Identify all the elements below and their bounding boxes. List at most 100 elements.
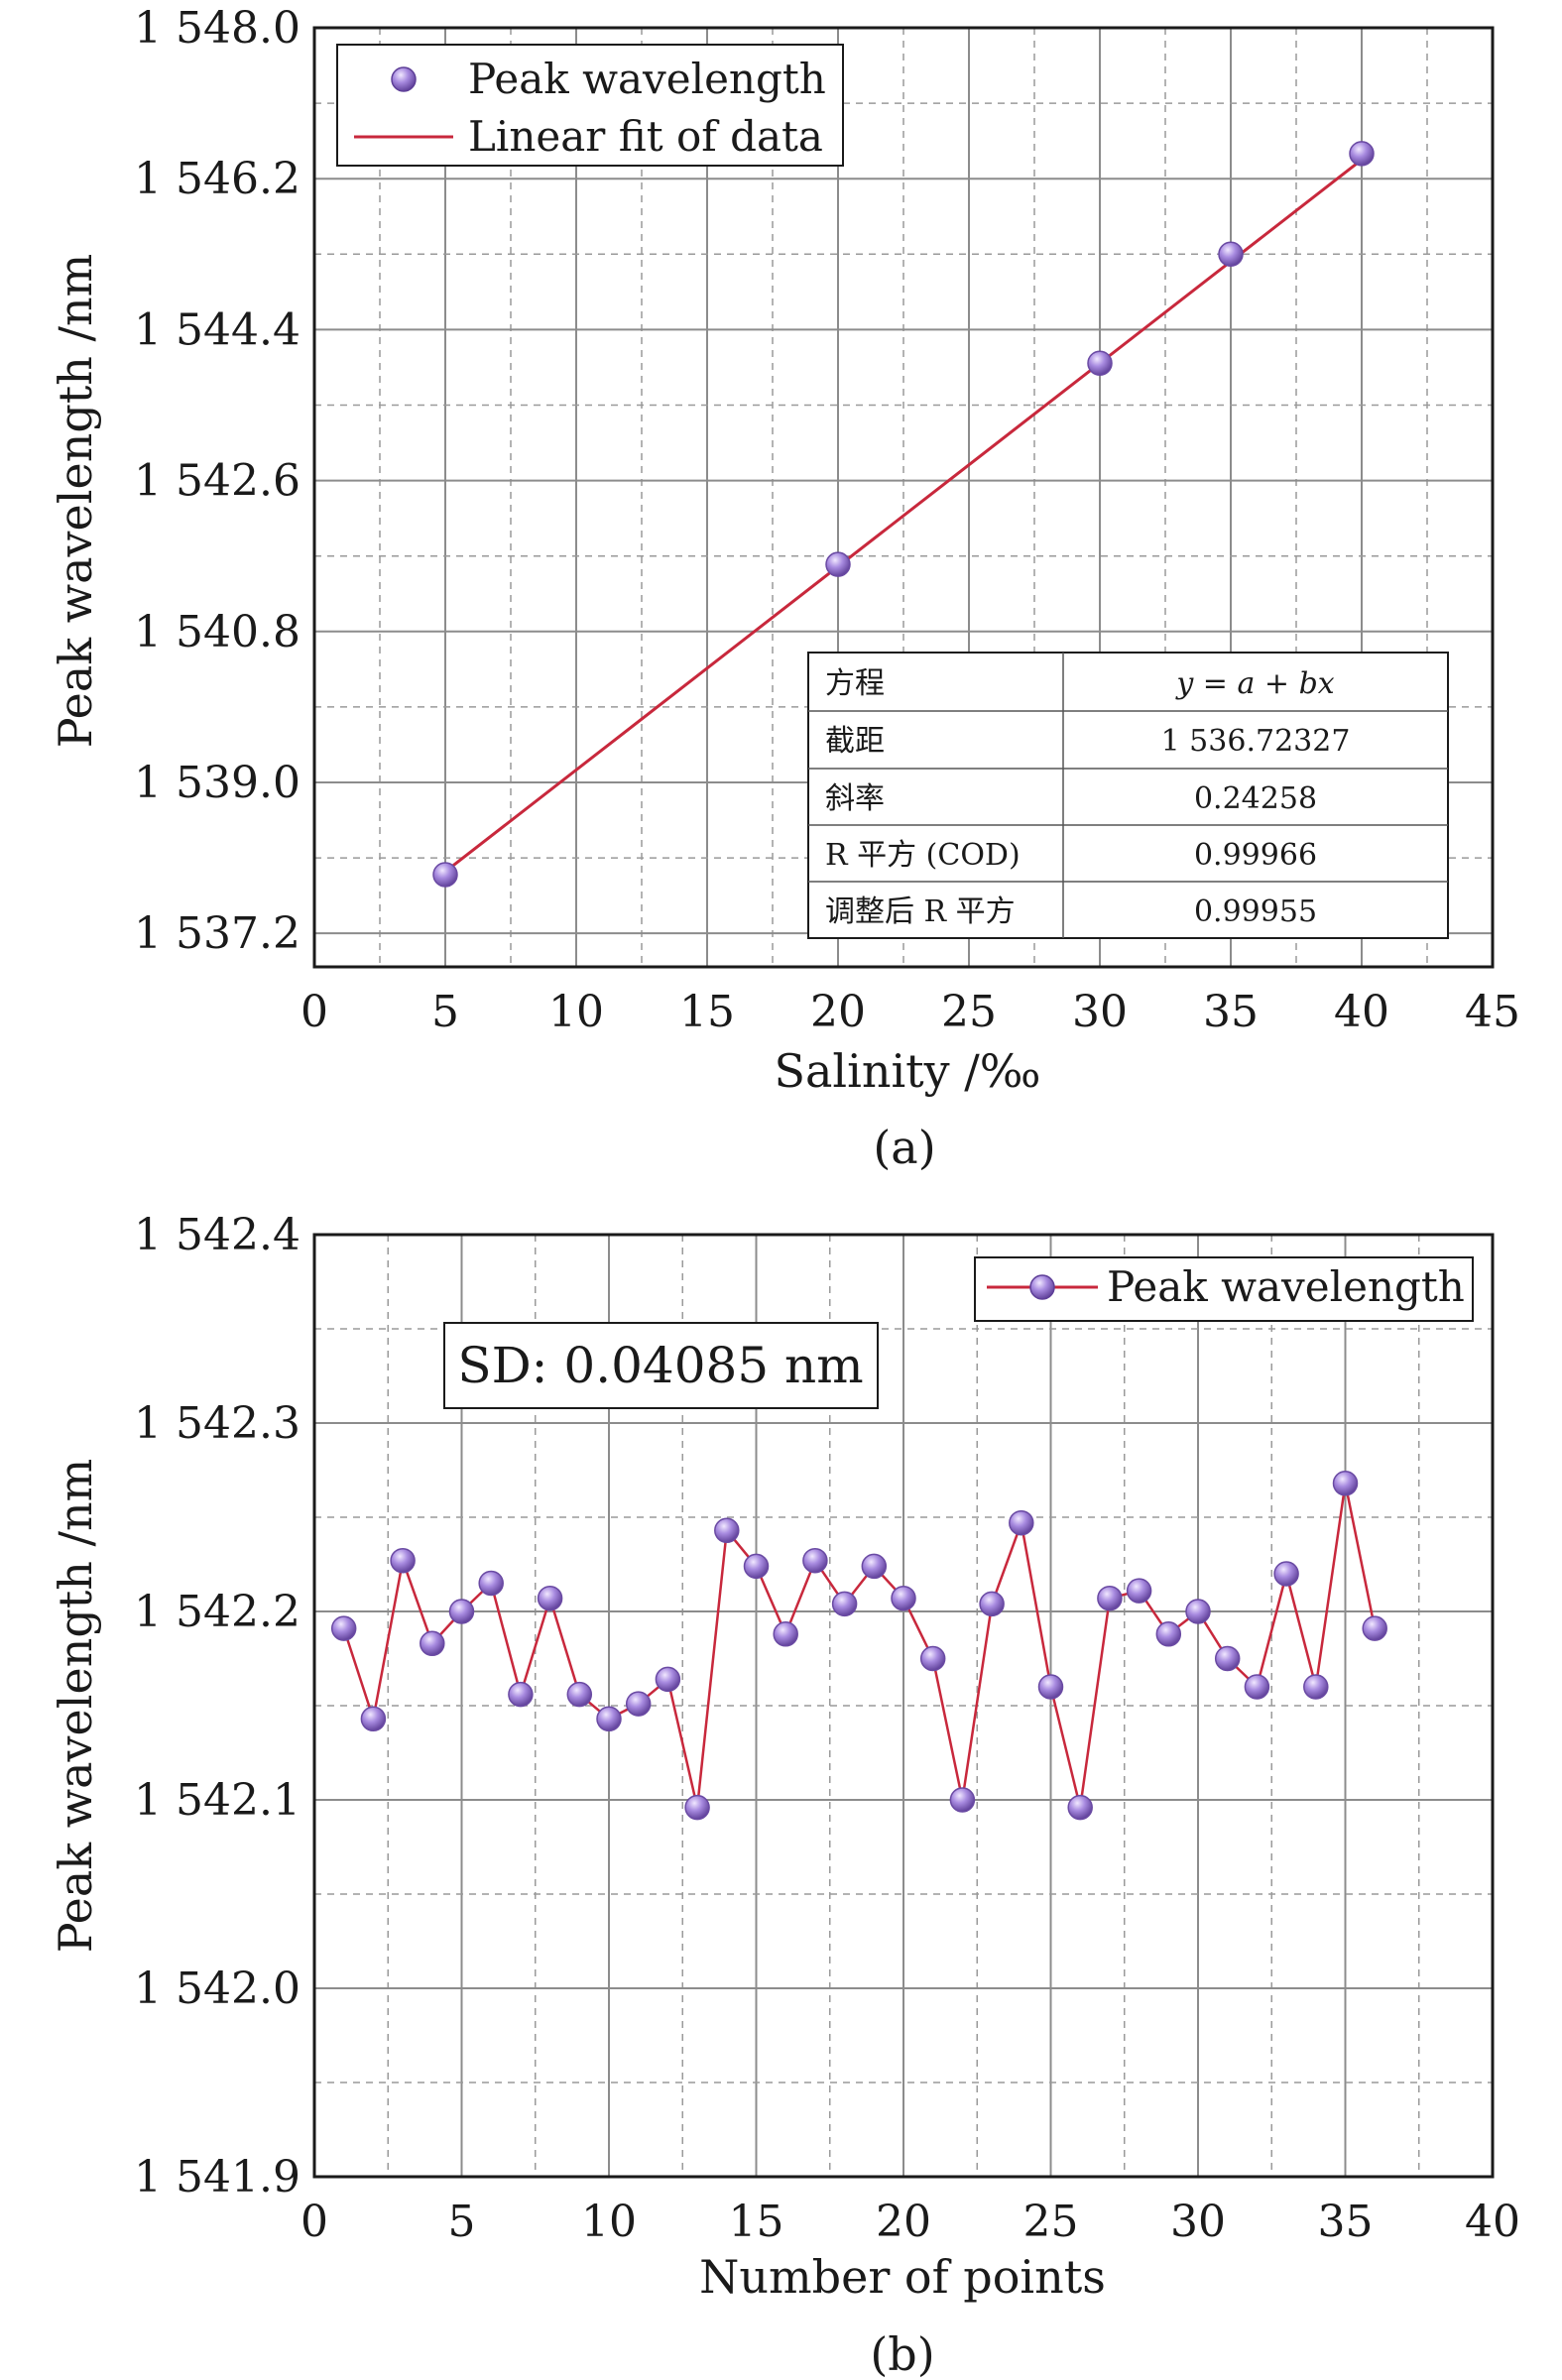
chart-b-data-point-23 [1009,1509,1034,1536]
chart-b-line-segment-6 [519,1598,551,1695]
chart-a-y-axis-title: Peak wavelength /nm [49,254,102,749]
chart-b-data-point-33 [1303,1674,1329,1700]
b-y-tick-label-2: 1 542.1 [134,1775,300,1826]
chart-b-data-point-2 [390,1547,416,1574]
b-x-tick-label-5: 25 [1023,2197,1079,2247]
chart-b-data-point-28 [1155,1621,1182,1647]
chart-b-sd-text: SD: 0.04085 nm [457,1337,863,1394]
chart-b-line-segment-12 [695,1530,729,1808]
a-x-tick-label-2: 10 [548,987,604,1037]
chart-b-plot-frame [312,1233,1495,2179]
chart-b-x-axis-title: Number of points [699,2250,1106,2304]
chart-a-legend: Peak wavelength Linear fit of data [336,44,844,167]
chart-b-legend-marker [1029,1274,1055,1300]
chart-b-line-segment-5 [489,1583,523,1695]
chart-b-data-point-1 [360,1706,387,1732]
b-y-tick-label-4: 1 542.3 [134,1398,300,1449]
chart-b-annotation: SD: 0.04085 nm [443,1322,879,1409]
chart-b-data-points [330,1471,1387,1821]
chart-a-legend-marker [391,66,417,92]
chart-b-data-point-13 [714,1517,740,1544]
chart-b-data-point-29 [1185,1599,1211,1624]
chart-b-data-point-8 [566,1681,593,1708]
fit-table-value-intercept: 1 536.72327 [1161,724,1351,759]
chart-b-line-segment-20 [931,1658,964,1801]
chart-a-legend-box [336,44,844,167]
chart-b-x-tick-labels: 0 5 10 15 20 25 30 35 40 [300,2197,1520,2247]
chart-b-line-segment-2 [401,1560,433,1644]
chart-b-data-point-10 [625,1691,652,1717]
chart-b-data-point-0 [330,1615,357,1641]
a-y-tick-label-3: 1 542.6 [134,456,300,507]
chart-a-legend-label-fit: Linear fit of data [468,112,823,161]
chart-b-data-point-20 [919,1645,946,1672]
a-x-tick-label-3: 15 [679,987,735,1037]
a-x-tick-label-0: 0 [300,987,328,1037]
chart-b-data-point-25 [1067,1794,1093,1821]
chart-a-data-point-4 [1349,141,1375,167]
b-y-tick-label-0: 1 541.9 [134,2152,300,2202]
chart-a-x-tick-labels: 0 5 10 15 20 25 30 35 40 45 [300,987,1520,1037]
chart-b-data-point-31 [1244,1674,1270,1700]
a-y-tick-label-0: 1 537.2 [134,908,300,959]
chart-a-fit-table-box [807,652,1449,939]
chart-b-line-segment-25 [1078,1598,1112,1808]
chart-a-data-points [432,141,1375,888]
b-x-tick-label-0: 0 [300,2197,328,2247]
chart-b-line-segment-22 [990,1522,1022,1605]
chart-a-panel-label: (a) [873,1121,935,1174]
chart-b-line-segment-32 [1284,1573,1318,1688]
a-y-tick-label-2: 1 540.8 [134,607,300,657]
chart-b-data-point-27 [1126,1578,1152,1604]
chart-a-fit-table: 方程 y = a + bx 截距 1 536.72327 斜率 0.24258 … [807,652,1449,939]
chart-b-data-point-7 [537,1585,563,1611]
b-y-tick-label-5: 1 542.4 [134,1210,300,1260]
chart-a-data-point-0 [432,862,458,888]
fit-table-label-rsq: R 平方 (COD) [825,838,1021,873]
chart-b-data-point-17 [831,1591,858,1617]
a-y-tick-label-1: 1 539.0 [134,758,300,808]
chart-b-line-segment-7 [548,1598,581,1695]
chart-a: 0 5 10 15 20 25 30 35 40 45 1 537.2 1 539.0 1 540.8… [49,3,1520,1174]
chart-b-data-point-4 [448,1599,475,1624]
b-x-tick-label-2: 10 [581,2197,637,2247]
chart-b-data-point-11 [655,1666,681,1693]
a-x-tick-label-6: 30 [1072,987,1128,1037]
chart-a-data-point-1 [825,551,851,577]
fit-table-value-rsq: 0.99966 [1194,838,1317,873]
chart-b-sd-box [443,1322,879,1409]
chart-a-x-axis-title: Salinity /‰ [774,1044,1040,1098]
chart-b-data-point-35 [1362,1615,1387,1641]
chart-b-y-axis-title: Peak wavelength /nm [49,1459,102,1954]
chart-a-data-point-3 [1218,241,1244,268]
chart-b-data-point-21 [949,1787,976,1813]
b-x-tick-label-3: 15 [729,2197,784,2247]
chart-b-data-point-5 [478,1570,504,1597]
chart-b-data-point-12 [684,1794,710,1821]
a-x-tick-label-1: 5 [431,987,459,1037]
a-y-tick-label-5: 1 546.2 [134,154,300,204]
chart-a-data-point-2 [1087,350,1113,376]
fit-table-label-slope: 斜率 [825,781,885,816]
chart-a-y-tick-labels: 1 537.2 1 539.0 1 540.8 1 542.6 1 544.4 1 546… [134,3,300,959]
chart-b-y-tick-labels: 1 541.9 1 542.0 1 542.1 1 542.2 1 542.3 1 542… [134,1210,300,2202]
chart-b-line-segment-23 [1020,1522,1052,1688]
chart-a-fit-line [444,158,1363,874]
fit-table-value-equation: y = a + bx [1174,666,1334,701]
fit-table-label-adj-rsq: 调整后 R 平方 [825,894,1016,929]
fit-table-value-adj-rsq: 0.99955 [1194,894,1317,929]
chart-b-line-segment-15 [784,1560,817,1635]
b-x-tick-label-4: 20 [876,2197,931,2247]
b-x-tick-label-8: 40 [1465,2197,1520,2247]
chart-b-data-point-34 [1332,1471,1359,1496]
b-y-tick-label-3: 1 542.2 [134,1587,300,1637]
chart-a-fit-line-segment [444,158,1363,874]
a-y-tick-label-6: 1 548.0 [134,3,300,54]
a-y-tick-label-4: 1 544.4 [134,304,300,355]
chart-a-plot-frame [312,26,1495,969]
chart-b-data-point-3 [420,1630,445,1657]
chart-b-data-point-9 [596,1706,622,1732]
b-x-tick-label-6: 30 [1170,2197,1226,2247]
chart-b-line-segment-24 [1049,1686,1082,1808]
